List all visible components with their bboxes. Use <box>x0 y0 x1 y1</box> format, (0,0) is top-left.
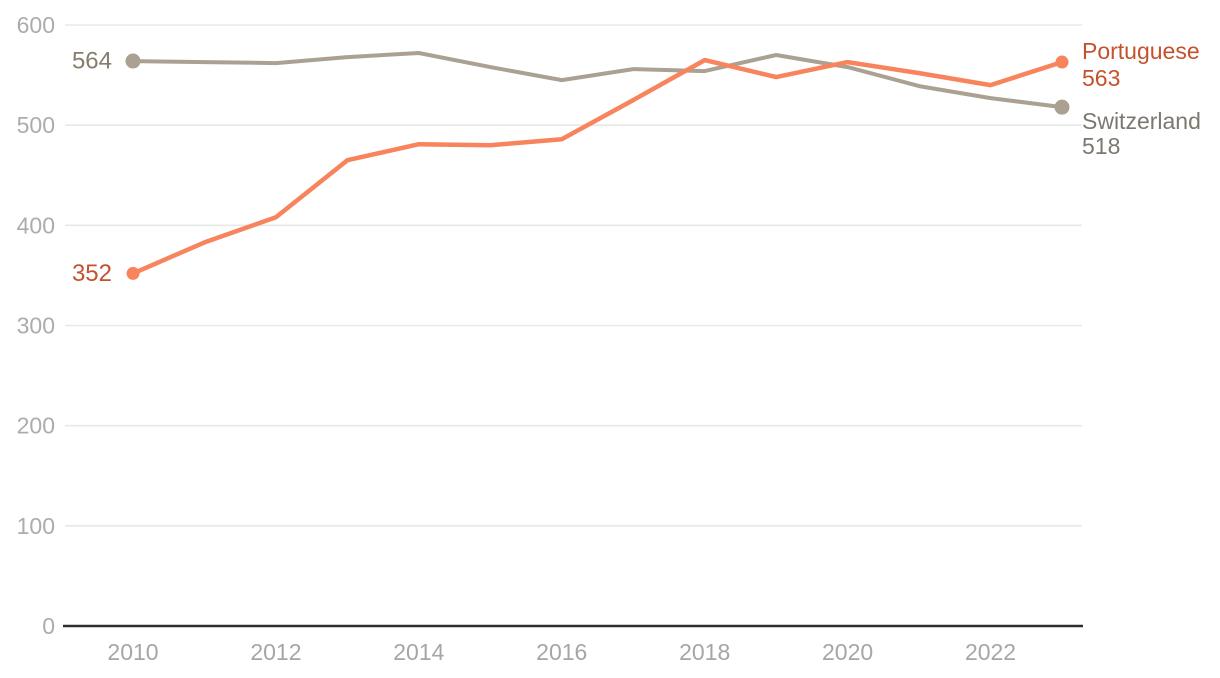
switzerland-start-dot <box>125 53 141 69</box>
x-tick-label-2022: 2022 <box>965 639 1016 665</box>
x-tick-label-2018: 2018 <box>679 639 730 665</box>
y-tick-label-100: 100 <box>17 513 55 539</box>
y-tick-label-500: 500 <box>17 112 55 138</box>
y-tick-label-400: 400 <box>17 212 55 238</box>
y-tick-label-300: 300 <box>17 313 55 339</box>
x-tick-label-2012: 2012 <box>250 639 301 665</box>
switzerland-end-dot <box>1054 99 1070 115</box>
y-tick-label-200: 200 <box>17 413 55 439</box>
switzerland-start-value-label: 564 <box>72 48 112 75</box>
x-tick-label-2010: 2010 <box>107 639 158 665</box>
x-tick-label-2020: 2020 <box>822 639 873 665</box>
portuguese-end-value-label: 563 <box>1082 65 1120 91</box>
switzerland-line <box>131 51 1064 110</box>
switzerland-end-value-label: 518 <box>1082 133 1120 159</box>
portuguese-end-name-label: Portuguese <box>1082 38 1200 64</box>
y-tick-label-600: 600 <box>17 12 55 38</box>
x-tick-label-2016: 2016 <box>536 639 587 665</box>
portuguese-start-value-label: 352 <box>72 260 112 287</box>
portuguese-end-dot <box>1055 55 1069 69</box>
switzerland-end-name-label: Switzerland <box>1082 108 1201 134</box>
x-tick-label-2014: 2014 <box>393 639 444 665</box>
portuguese-line <box>130 57 1065 276</box>
y-tick-label-0: 0 <box>42 613 55 639</box>
portuguese-start-dot <box>126 266 140 280</box>
